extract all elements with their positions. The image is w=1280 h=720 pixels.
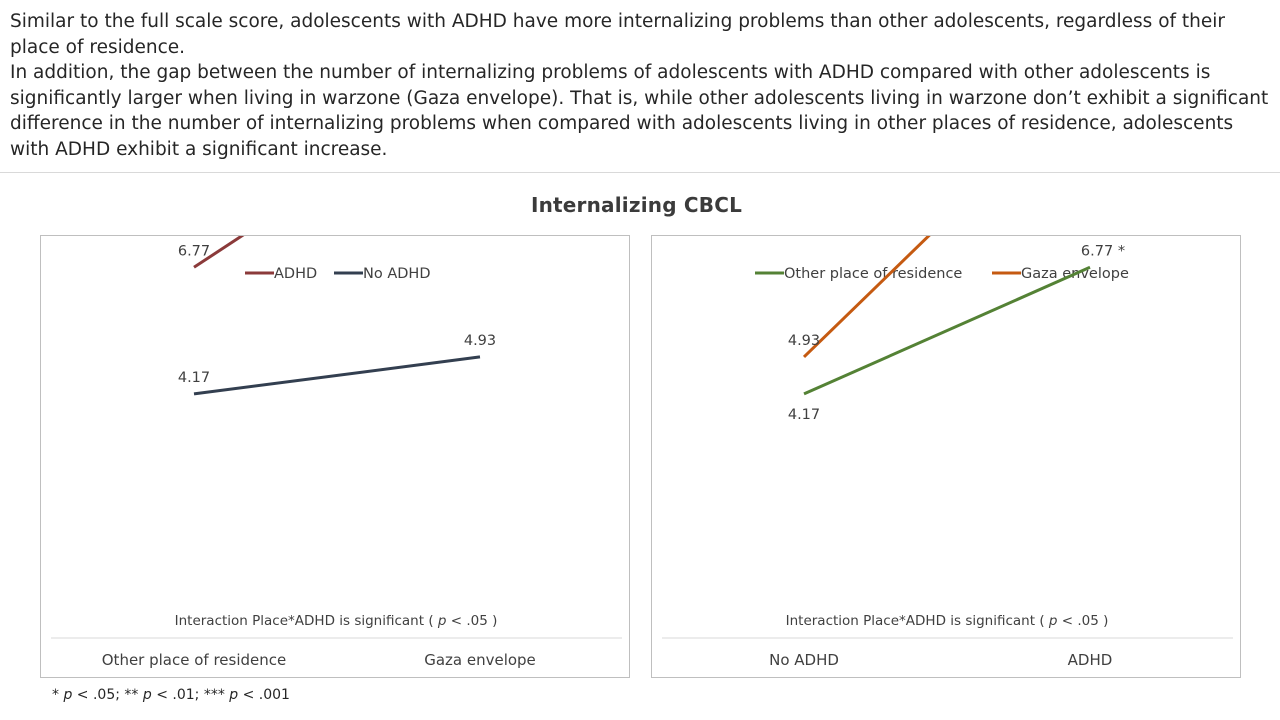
interaction-annotation: Interaction Place*ADHD is significant ( …: [786, 613, 1109, 629]
series-line-1: [193, 355, 481, 396]
series-line-1: [802, 236, 931, 358]
category-label-0: Other place of residence: [102, 651, 287, 669]
intro-paragraph-2: In addition, the gap between the number …: [10, 62, 1269, 160]
legend-label-0: ADHD: [274, 266, 317, 282]
series-line-0: [803, 265, 1091, 396]
category-label-1: Gaza envelope: [424, 651, 536, 669]
intro-text: Similar to the full scale score, adolesc…: [10, 9, 1272, 162]
chart-title: Internalizing CBCL: [530, 193, 743, 217]
legend-label-1: No ADHD: [363, 266, 430, 282]
category-label-1: ADHD: [1068, 651, 1113, 669]
interaction-annotation: Interaction Place*ADHD is significant ( …: [175, 613, 498, 629]
chart-panel-adhd: Other place of residence Gaza envelope 4.1…: [651, 235, 1241, 678]
data-label-0-1: 6.77 *: [1081, 243, 1125, 259]
legend-label-0: Other place of residence: [784, 266, 962, 282]
data-label-1-0: 4.17: [178, 370, 210, 386]
divider: [0, 172, 1280, 173]
data-label-1-0: 4.93: [788, 333, 820, 349]
data-label-0-0: 6.77: [178, 243, 210, 259]
significance-footnote: * p < .05; ** p < .01; *** p < .001: [52, 687, 290, 703]
data-label-1-1: 4.93: [464, 333, 496, 349]
data-label-0-0: 4.17: [788, 407, 820, 423]
series-line-0: [193, 236, 245, 269]
intro-paragraph-1: Similar to the full scale score, adolesc…: [10, 11, 1226, 58]
chart-svg-adhd: Other place of residence Gaza envelope4.1…: [662, 236, 1233, 669]
category-label-0: No ADHD: [769, 651, 839, 669]
